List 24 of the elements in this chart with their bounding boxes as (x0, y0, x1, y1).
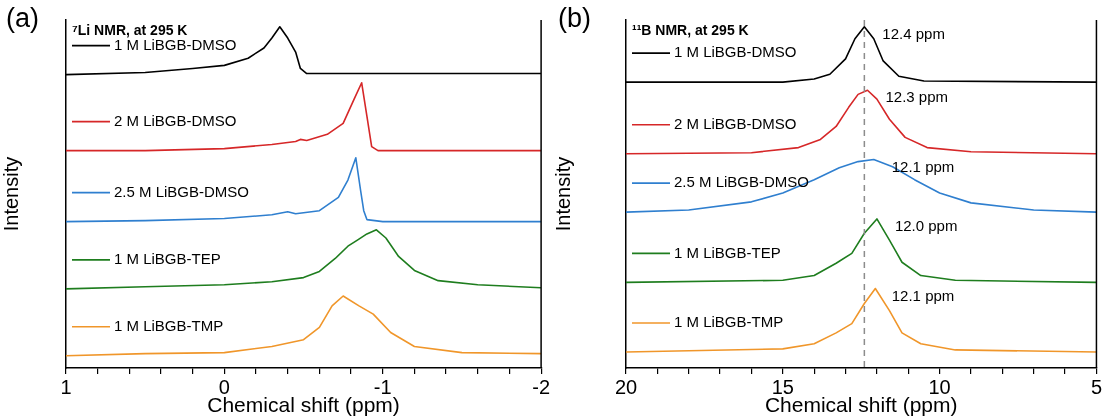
x-tick-label: -2 (532, 375, 551, 398)
legend-label: 1 M LiBGB-DMSO (674, 43, 797, 61)
y-axis-title: Intensity (0, 156, 22, 232)
annotation: ⁷Li NMR, at 295 K (72, 21, 188, 38)
x-tick-label: 20 (614, 375, 638, 398)
legend-label: 1 M LiBGB-TEP (674, 243, 781, 261)
annotation: 12.4 ppm (882, 24, 945, 42)
annotation: 12.0 ppm (894, 217, 958, 235)
legend-label: 1 M LiBGB-TMP (674, 313, 784, 331)
annotation: 12.3 ppm (885, 88, 949, 106)
y-axis-title: Intensity (551, 156, 574, 232)
x-tick-label: 5 (1090, 375, 1102, 398)
annotation: 12.1 ppm (891, 286, 955, 304)
x-tick-label: 1 (60, 375, 72, 398)
legend-label: 1 M LiBGB-TEP (114, 249, 221, 267)
legend-label: 2 M LiBGB-DMSO (674, 114, 797, 132)
chart-title: (b) (558, 2, 591, 33)
annotation: ¹¹B NMR, at 295 K (632, 21, 749, 38)
annotation: 12.1 ppm (891, 157, 955, 175)
legend-label: 1 M LiBGB-TMP (114, 316, 224, 334)
legend-label: 2 M LiBGB-DMSO (114, 111, 237, 129)
legend-label: 2.5 M LiBGB-DMSO (114, 182, 250, 200)
chart-title: (a) (6, 2, 39, 33)
legend-label: 2.5 M LiBGB-DMSO (674, 173, 810, 191)
